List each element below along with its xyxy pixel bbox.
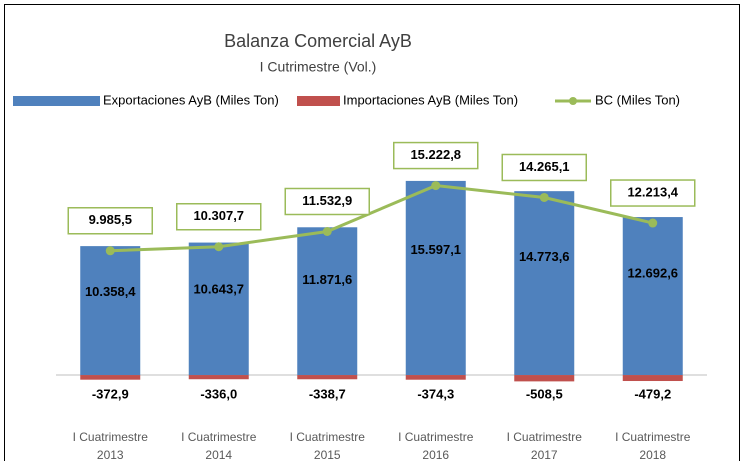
x-tick-line: I Cuatrimestre <box>290 430 366 444</box>
bar <box>622 217 683 376</box>
x-tick-line: 2017 <box>531 448 558 461</box>
bar <box>80 375 141 380</box>
line-marker <box>105 246 115 256</box>
data-label: 11.532,9 <box>302 193 352 208</box>
x-tick-line: I Cuatrimestre <box>615 430 691 444</box>
legend-label: Exportaciones AyB (Miles Ton) <box>103 92 279 107</box>
x-tick-line: 2016 <box>422 448 449 461</box>
bar <box>514 375 575 382</box>
x-tick-line: I Cuatrimestre <box>73 430 149 444</box>
data-label: -336,0 <box>200 386 237 401</box>
data-label: -479,2 <box>634 386 671 401</box>
bar <box>405 375 466 380</box>
x-tick-label: I Cuatrimestre 2017 <box>507 430 583 461</box>
x-tick-line: 2014 <box>205 448 232 461</box>
x-tick-line: I Cuatrimestre <box>398 430 474 444</box>
x-tick-label: I Cuatrimestre 2018 <box>615 430 691 461</box>
label-box <box>501 153 587 182</box>
data-label: 10.358,4 <box>85 284 136 299</box>
data-label: 15.597,1 <box>410 242 461 257</box>
line-marker <box>539 192 549 202</box>
bar <box>514 191 575 376</box>
bar <box>188 375 249 380</box>
label-box <box>610 179 696 207</box>
label-box <box>176 202 262 231</box>
x-tick-line: 2018 <box>639 448 666 461</box>
data-label: 14.773,6 <box>519 249 570 264</box>
data-label: 12.692,6 <box>627 265 678 280</box>
legend-marker <box>569 97 577 105</box>
label-box <box>284 187 370 216</box>
data-label: 10.643,7 <box>193 282 244 297</box>
line-marker <box>648 218 658 228</box>
legend-swatch <box>13 96 100 106</box>
x-tick-line: I Cuatrimestre <box>507 430 583 444</box>
bar <box>80 246 141 376</box>
data-label: 9.985,5 <box>89 212 132 227</box>
data-label: -338,7 <box>309 386 346 401</box>
x-tick-label: I Cuatrimestre 2015 <box>290 430 366 461</box>
x-tick-label: I Cuatrimestre 2013 <box>73 430 149 461</box>
legend-label: BC (Miles Ton) <box>595 92 680 107</box>
x-tick-line: I Cuatrimestre <box>181 430 257 444</box>
bar <box>188 242 249 376</box>
line-marker <box>431 181 441 191</box>
legend-label: Importaciones AyB (Miles Ton) <box>343 92 518 107</box>
data-label: 12.213,4 <box>627 184 678 199</box>
x-tick-line: 2015 <box>314 448 341 461</box>
x-tick-line: 2013 <box>97 448 124 461</box>
line <box>110 184 654 253</box>
x-tick-label: I Cuatrimestre 2016 <box>398 430 474 461</box>
data-label: -374,3 <box>417 386 454 401</box>
bar <box>297 227 358 376</box>
chart-subtitle: I Cutrimestre (Vol.) <box>260 59 377 75</box>
data-label: 15.222,8 <box>410 147 461 162</box>
bar <box>297 375 358 380</box>
data-label: -508,5 <box>526 386 563 401</box>
chart-title: Balanza Comercial AyB <box>224 31 412 51</box>
data-label: 10.307,7 <box>193 208 244 223</box>
data-label: 11.871,6 <box>302 272 352 287</box>
label-box <box>393 141 479 170</box>
bar <box>405 180 466 376</box>
x-tick-label: I Cuatrimestre 2014 <box>181 430 257 461</box>
legend-swatch <box>297 96 340 106</box>
bar <box>622 375 683 382</box>
label-box <box>67 207 153 235</box>
line-marker <box>322 226 332 236</box>
data-label: 14.265,1 <box>519 159 570 174</box>
line-marker <box>214 242 224 252</box>
data-label: -372,9 <box>92 386 129 401</box>
